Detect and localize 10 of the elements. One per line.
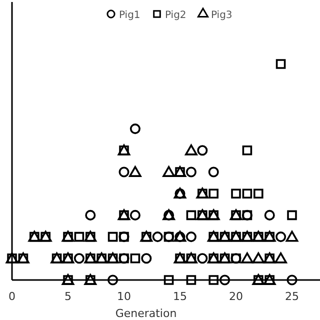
x-tick-label: 20 <box>229 290 243 303</box>
x-tick-label: 5 <box>64 290 72 303</box>
legend-label: Pig3 <box>211 10 232 21</box>
x-tick-label: 10 <box>117 290 131 303</box>
x-tick-label: 15 <box>173 290 187 303</box>
x-axis-title: Generation <box>115 307 177 320</box>
legend-label: Pig1 <box>119 10 140 21</box>
x-tick-label: 0 <box>8 290 16 303</box>
legend-label: Pig2 <box>165 10 186 21</box>
x-tick-label: 25 <box>285 290 299 303</box>
